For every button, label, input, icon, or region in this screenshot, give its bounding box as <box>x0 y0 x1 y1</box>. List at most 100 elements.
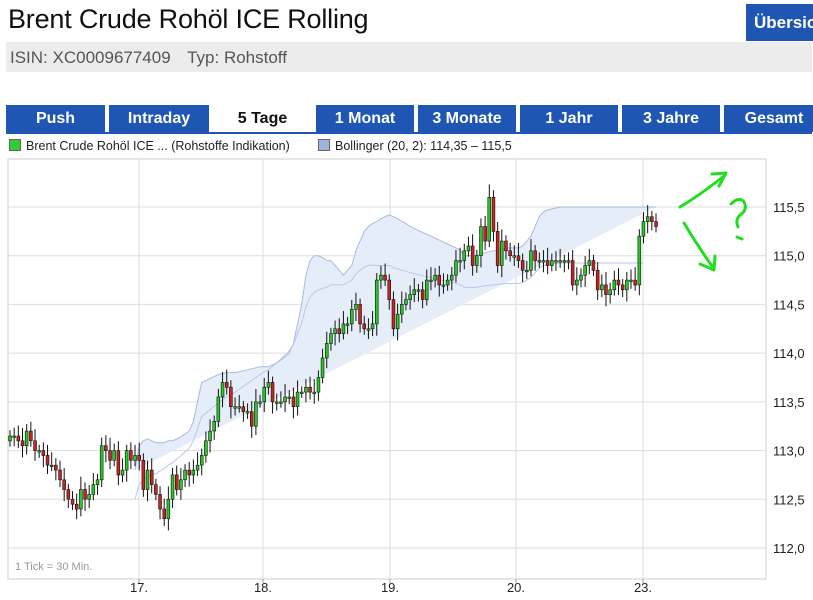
candle-body <box>591 260 596 271</box>
candle-body <box>379 274 383 281</box>
candle-body <box>404 299 408 305</box>
candle-body <box>91 484 96 495</box>
candle-body <box>179 479 183 490</box>
candle-body <box>562 260 567 263</box>
candle-body <box>374 279 379 325</box>
candle-body <box>29 430 33 442</box>
candle-body <box>74 503 79 510</box>
legend-item-price[interactable]: Brent Crude Rohöl ICE ... (Rohstoffe Ind… <box>9 139 290 153</box>
candle-body <box>212 420 217 432</box>
header: Brent Crude Rohöl ICE Rolling Übersicht <box>0 0 813 46</box>
candle-body <box>320 357 325 378</box>
x-tick-label: 18. <box>254 580 272 595</box>
candle-body <box>366 328 371 331</box>
candle-body <box>216 396 221 422</box>
candle-body <box>162 508 167 519</box>
legend-label-price: Brent Crude Rohöl ICE ... (Rohstoffe Ind… <box>26 139 290 153</box>
candle-body <box>200 455 204 466</box>
candle-body <box>66 489 71 500</box>
tab-3-monate[interactable]: 3 Monate <box>418 105 516 132</box>
overview-button[interactable]: Übersicht <box>746 4 813 41</box>
candle-body <box>633 279 637 286</box>
candle-body <box>87 494 91 500</box>
tab-5-tage[interactable]: 5 Tage <box>213 105 312 132</box>
candle-body <box>191 469 196 476</box>
candle-body <box>45 455 50 466</box>
tab-1-monat[interactable]: 1 Monat <box>316 105 414 132</box>
candle-body <box>600 284 604 291</box>
candle-body <box>499 240 504 266</box>
grid-lines <box>8 159 766 579</box>
candle-body <box>545 260 550 266</box>
candle-body <box>479 226 483 257</box>
candle-body <box>112 450 116 461</box>
tab-push[interactable]: Push <box>6 105 105 132</box>
candle-body <box>566 260 571 263</box>
candle-body <box>104 445 108 451</box>
candle-body <box>137 455 142 461</box>
candle-body <box>170 474 175 500</box>
candle-body <box>274 401 279 404</box>
tab-gesamt[interactable]: Gesamt <box>724 105 813 132</box>
candle-body <box>83 489 87 500</box>
candle-body <box>337 328 341 334</box>
candle-body <box>391 299 396 330</box>
candle-body <box>437 274 441 286</box>
candle-body <box>516 255 521 261</box>
candle-body <box>120 469 125 476</box>
y-tick-label: 113,5 <box>773 395 805 410</box>
candle-body <box>387 279 391 300</box>
hand-drawn-annotation <box>678 171 747 272</box>
tab-intraday[interactable]: Intraday <box>109 105 209 132</box>
candle-body <box>466 245 471 252</box>
candle-body <box>483 226 487 242</box>
annotation-question-dot <box>735 235 744 241</box>
candle-body <box>20 440 25 446</box>
candle-body <box>470 245 475 266</box>
candle-body <box>41 450 46 456</box>
candle-body <box>295 391 300 408</box>
isin-label: ISIN: XC0009677409 <box>10 48 171 67</box>
candle-body <box>491 197 496 232</box>
candle-body <box>49 464 54 468</box>
annotation-down-arrowhead <box>698 254 717 272</box>
candle-body <box>620 284 625 291</box>
candle-body <box>645 216 650 222</box>
candle-body <box>308 386 312 393</box>
candle-body <box>487 197 491 242</box>
candle-body <box>429 279 433 282</box>
candle-body <box>449 274 454 281</box>
candle-body <box>33 440 37 451</box>
candle-body <box>525 269 529 273</box>
y-tick-label: 115,0 <box>773 249 805 264</box>
candle-body <box>520 260 525 271</box>
y-tick-label: 112,0 <box>773 541 805 556</box>
candle-body <box>579 274 583 281</box>
candle-body <box>550 260 554 266</box>
tab-1-jahr[interactable]: 1 Jahr <box>520 105 618 132</box>
legend-swatch-bollinger <box>318 139 330 151</box>
type-label: Typ: Rohstoff <box>187 48 287 67</box>
candle-body <box>24 430 29 447</box>
tab-3-jahre[interactable]: 3 Jahre <box>622 105 720 132</box>
candle-body <box>420 289 425 300</box>
candle-body <box>608 289 612 295</box>
candle-body <box>616 279 621 286</box>
candle-body <box>175 474 179 490</box>
candle-body <box>8 435 12 442</box>
candle-body <box>395 313 400 330</box>
candle-body <box>116 450 121 476</box>
candle-body <box>641 221 646 237</box>
instrument-info-bar: ISIN: XC0009677409 Typ: Rohstoff <box>6 42 812 72</box>
candle-body <box>558 260 562 263</box>
candle-body <box>312 391 316 394</box>
legend-swatch-price <box>9 139 21 151</box>
legend-item-bollinger[interactable]: Bollinger (20, 2): 114,35 – 115,5 <box>318 139 512 153</box>
x-axis: 17. 18. 19. 20. 23. <box>130 579 652 595</box>
candle-body <box>195 464 200 471</box>
candle-body <box>408 294 412 300</box>
candle-body <box>587 260 592 266</box>
candle-body <box>416 289 421 292</box>
candle-body <box>612 279 617 291</box>
candle-body <box>150 469 154 486</box>
